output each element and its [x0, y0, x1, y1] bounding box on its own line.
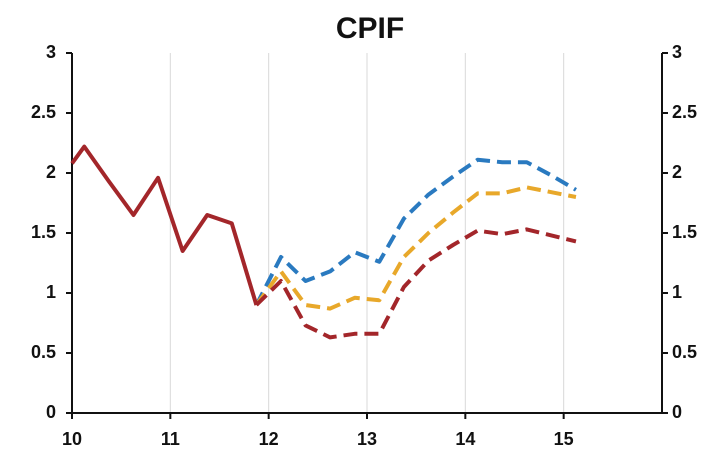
y2-tick-label: 0.5 — [672, 342, 697, 362]
line-series — [254, 157, 577, 306]
x-tick-label: 11 — [161, 429, 180, 449]
x-tick-label: 12 — [259, 429, 279, 449]
y-tick-label: 2 — [46, 162, 56, 182]
line-series — [70, 144, 259, 306]
y-tick-label: 2.5 — [31, 102, 56, 122]
y-tick-label: 1 — [46, 282, 56, 302]
x-tick-label: 15 — [554, 429, 574, 449]
y2-tick-label: 1.5 — [672, 222, 697, 242]
x-tick-label: 13 — [357, 429, 377, 449]
y2-tick-label: 2.5 — [672, 102, 697, 122]
line-series — [254, 185, 577, 311]
chart-title: CPIF — [336, 12, 404, 45]
y-tick-label: 3 — [46, 42, 56, 62]
y2-tick-label: 1 — [672, 282, 682, 302]
y2-tick-label: 3 — [672, 42, 682, 62]
y2-tick-label: 0 — [672, 402, 682, 422]
x-tick-label: 14 — [455, 429, 475, 449]
line-series — [254, 227, 577, 340]
y-tick-label: 0 — [46, 402, 56, 422]
y-tick-label: 1.5 — [31, 222, 56, 242]
y2-tick-label: 2 — [672, 162, 682, 182]
x-tick-label: 10 — [62, 429, 82, 449]
y-tick-label: 0.5 — [31, 342, 56, 362]
